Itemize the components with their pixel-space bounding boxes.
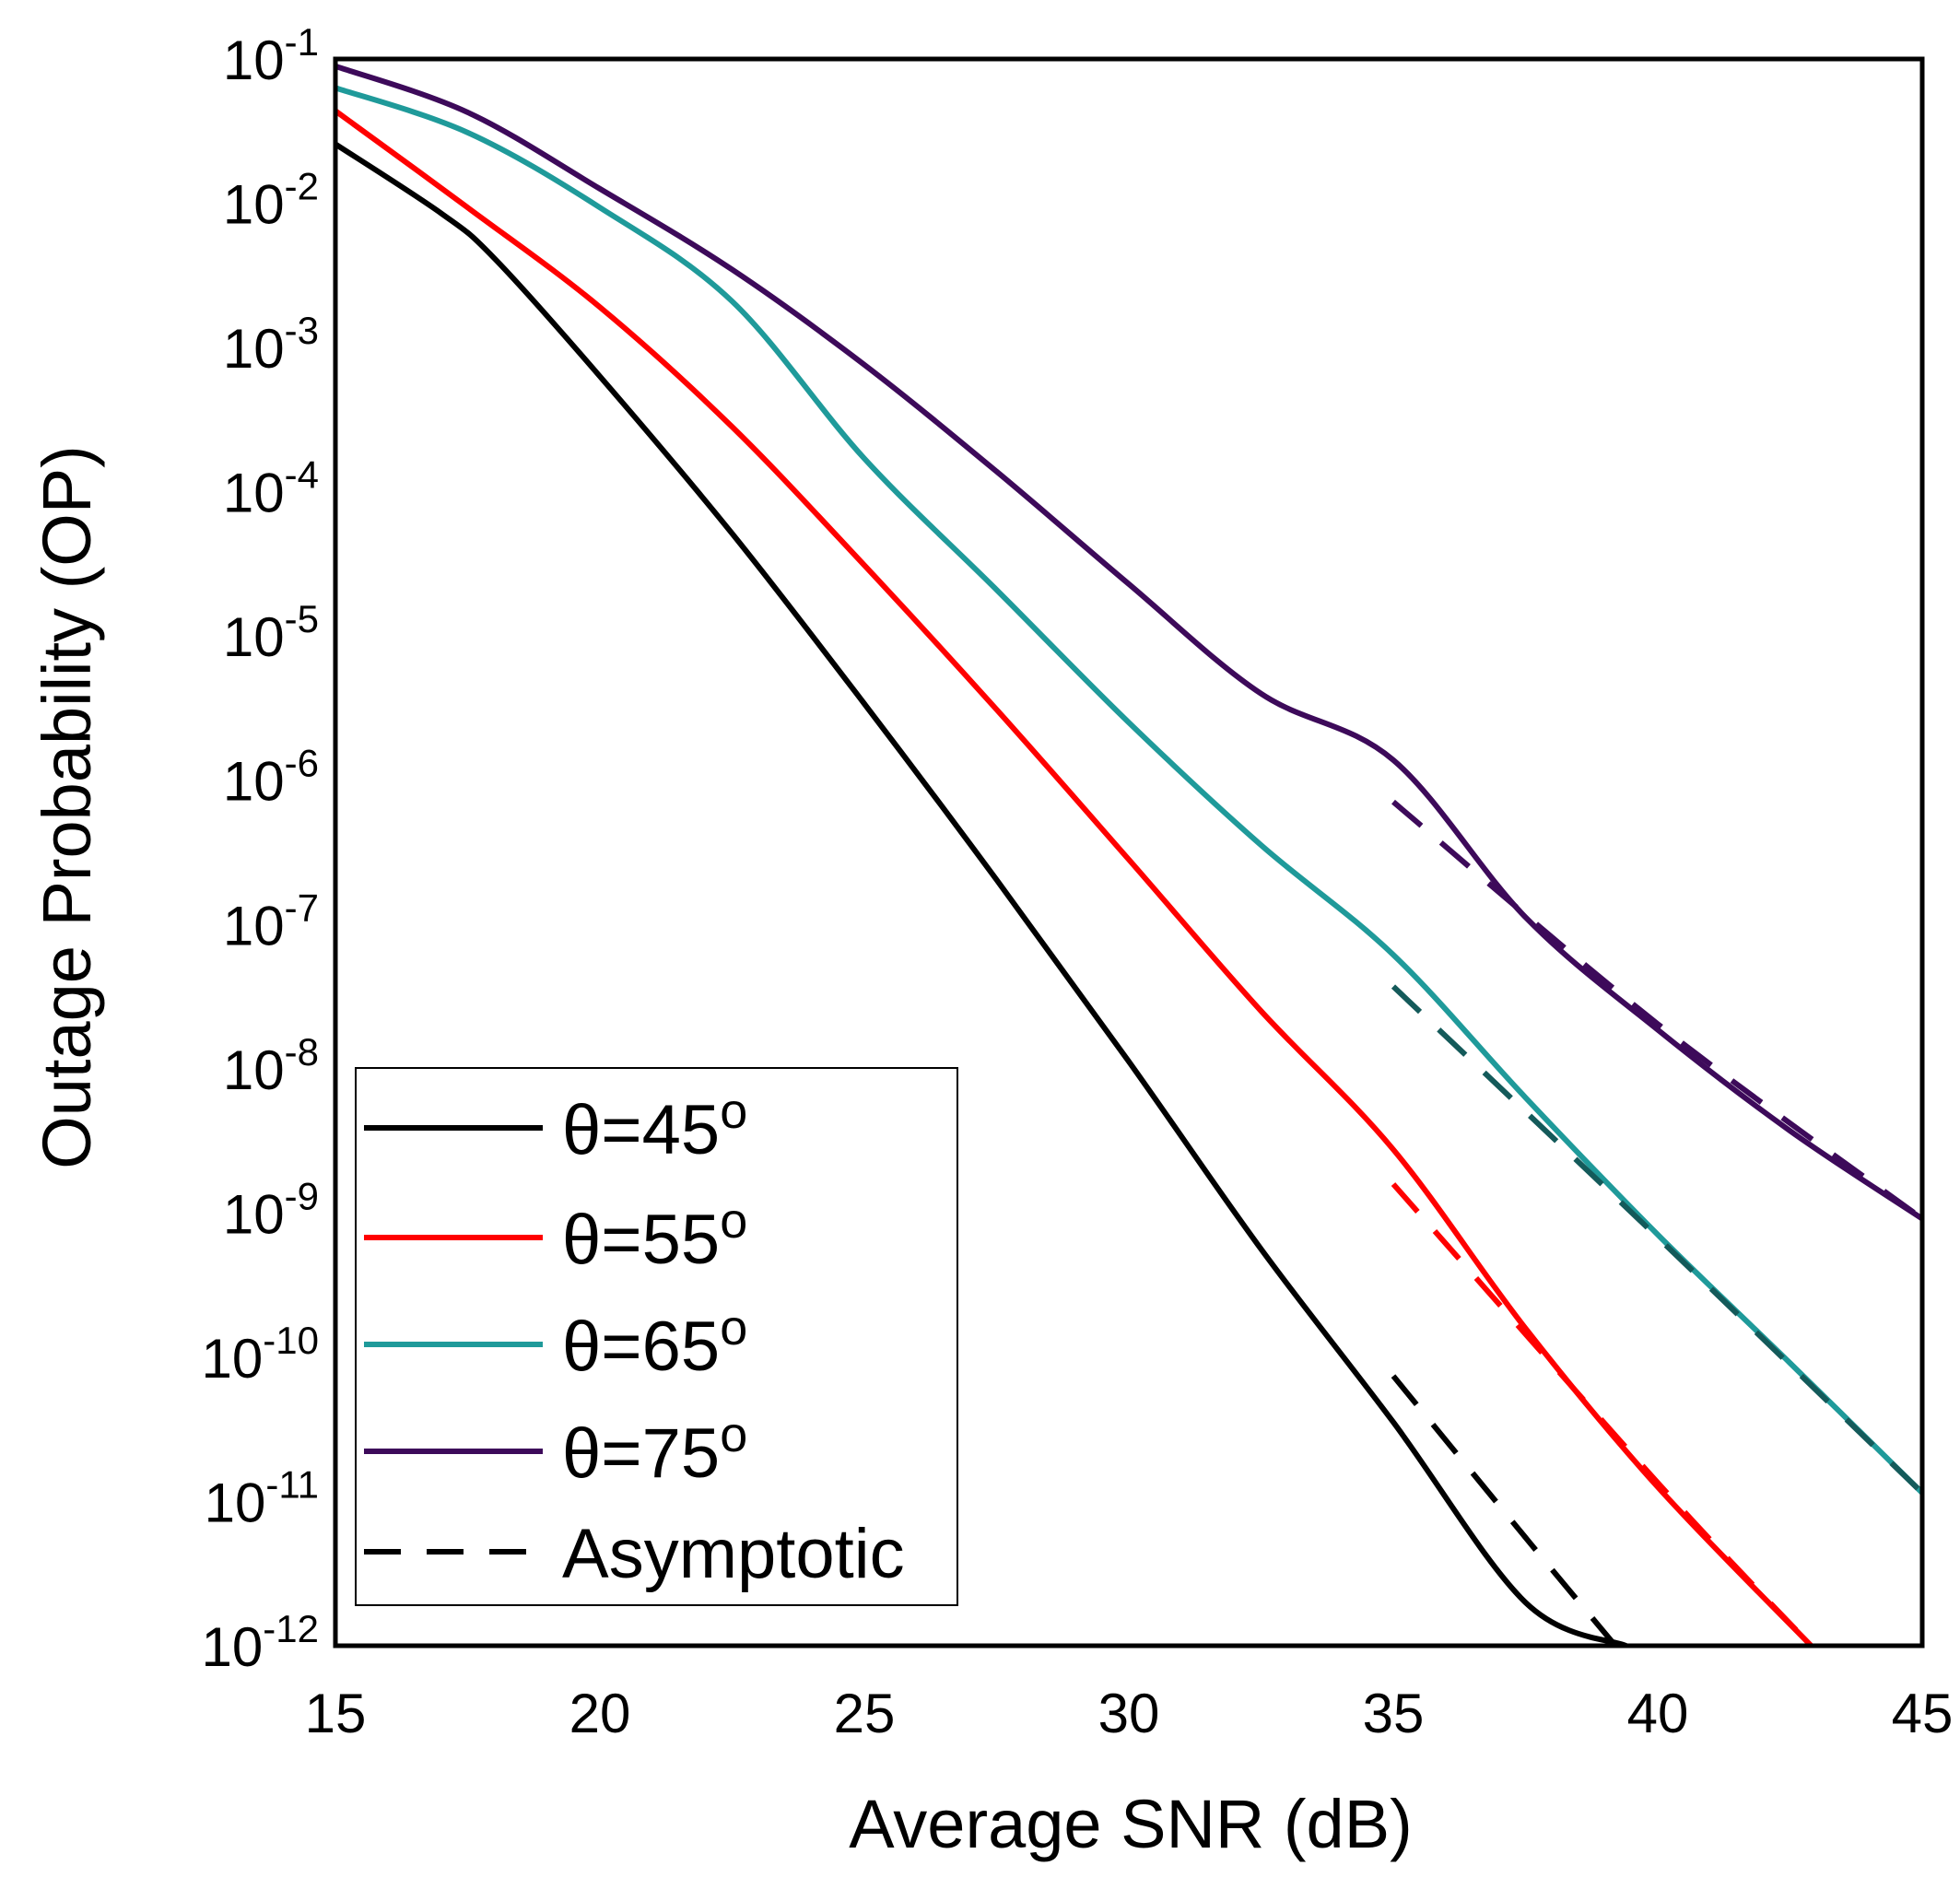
asymptotic-line-2 xyxy=(1391,984,1922,1496)
y-tick-exponent: -6 xyxy=(285,742,319,785)
y-tick-base: 10 xyxy=(223,463,285,524)
legend-label-text: Asymptotic xyxy=(562,1515,905,1593)
y-axis-ticks: 10-110-210-310-410-510-610-710-810-910-1… xyxy=(202,20,319,1678)
legend-box xyxy=(355,1067,958,1606)
y-tick-exponent: -9 xyxy=(285,1174,319,1217)
series-line-3 xyxy=(335,63,1922,1222)
series-line-1 xyxy=(335,108,1813,1646)
y-tick-label: 10-11 xyxy=(205,1462,319,1533)
y-tick-exponent: -12 xyxy=(263,1607,319,1650)
asymptotic-line-0 xyxy=(1391,1374,1618,1646)
y-tick-base: 10 xyxy=(223,29,285,91)
y-tick-label: 10-7 xyxy=(223,886,319,956)
series-line-0 xyxy=(335,141,1627,1646)
legend-label-text: θ=65 xyxy=(562,1308,720,1386)
legend-label-text: θ=55 xyxy=(562,1201,720,1279)
y-tick-base: 10 xyxy=(223,1183,285,1245)
asymptotic-line-1 xyxy=(1391,1182,1813,1646)
x-tick-label: 20 xyxy=(569,1683,631,1744)
x-tick-label: 25 xyxy=(834,1683,896,1744)
y-tick-exponent: -5 xyxy=(285,597,319,640)
y-tick-label: 10-4 xyxy=(223,453,319,524)
series-line-2 xyxy=(335,85,1922,1496)
plot-curves xyxy=(335,63,1922,1646)
y-tick-base: 10 xyxy=(223,606,285,668)
legend-label-2: θ=65o xyxy=(562,1300,747,1386)
y-tick-base: 10 xyxy=(202,1616,264,1678)
y-tick-label: 10-6 xyxy=(223,742,319,813)
legend-degree-symbol: o xyxy=(720,1407,747,1462)
y-tick-base: 10 xyxy=(223,174,285,236)
y-tick-label: 10-5 xyxy=(223,597,319,668)
y-tick-exponent: -3 xyxy=(285,309,319,352)
y-tick-exponent: -7 xyxy=(285,886,319,929)
legend-label-1: θ=55o xyxy=(562,1193,747,1279)
y-tick-label: 10-10 xyxy=(202,1319,319,1390)
x-tick-label: 35 xyxy=(1363,1683,1425,1744)
x-tick-label: 45 xyxy=(1892,1683,1954,1744)
y-tick-exponent: -8 xyxy=(285,1030,319,1074)
y-tick-base: 10 xyxy=(223,1039,285,1101)
x-tick-label: 40 xyxy=(1627,1683,1689,1744)
legend-degree-symbol: o xyxy=(720,1193,747,1249)
y-tick-label: 10-3 xyxy=(223,309,319,380)
y-tick-base: 10 xyxy=(223,895,285,956)
y-tick-exponent: -10 xyxy=(263,1319,319,1362)
y-tick-label: 10-12 xyxy=(202,1607,319,1678)
legend-label-4: Asymptotic xyxy=(562,1515,905,1593)
y-tick-label: 10-9 xyxy=(223,1174,319,1245)
y-tick-exponent: -2 xyxy=(285,165,319,208)
y-axis-label: Outage Probability (OP) xyxy=(29,445,105,1169)
x-tick-label: 15 xyxy=(305,1683,367,1744)
y-tick-base: 10 xyxy=(205,1472,266,1533)
x-axis-ticks: 15 20 25 30 35 40 45 xyxy=(305,1683,1954,1744)
asymptotic-line-3 xyxy=(1391,799,1922,1222)
y-tick-exponent: -4 xyxy=(285,453,319,497)
y-tick-exponent: -1 xyxy=(285,20,319,64)
legend-degree-symbol: o xyxy=(720,1084,747,1139)
legend-degree-symbol: o xyxy=(720,1300,747,1355)
legend-label-text: θ=75 xyxy=(562,1414,720,1493)
legend-label-3: θ=75o xyxy=(562,1407,747,1493)
y-tick-exponent: -11 xyxy=(265,1462,319,1506)
x-axis-label: Average SNR (dB) xyxy=(849,1786,1412,1862)
legend-label-0: θ=45o xyxy=(562,1084,747,1169)
y-tick-base: 10 xyxy=(223,318,285,380)
legend-label-text: θ=45 xyxy=(562,1091,720,1169)
y-tick-label: 10-1 xyxy=(223,20,319,91)
y-tick-label: 10-8 xyxy=(223,1030,319,1101)
y-tick-base: 10 xyxy=(202,1328,264,1390)
x-tick-label: 30 xyxy=(1098,1683,1160,1744)
y-tick-base: 10 xyxy=(223,751,285,813)
y-tick-label: 10-2 xyxy=(223,165,319,236)
plot-frame xyxy=(333,56,1925,1648)
